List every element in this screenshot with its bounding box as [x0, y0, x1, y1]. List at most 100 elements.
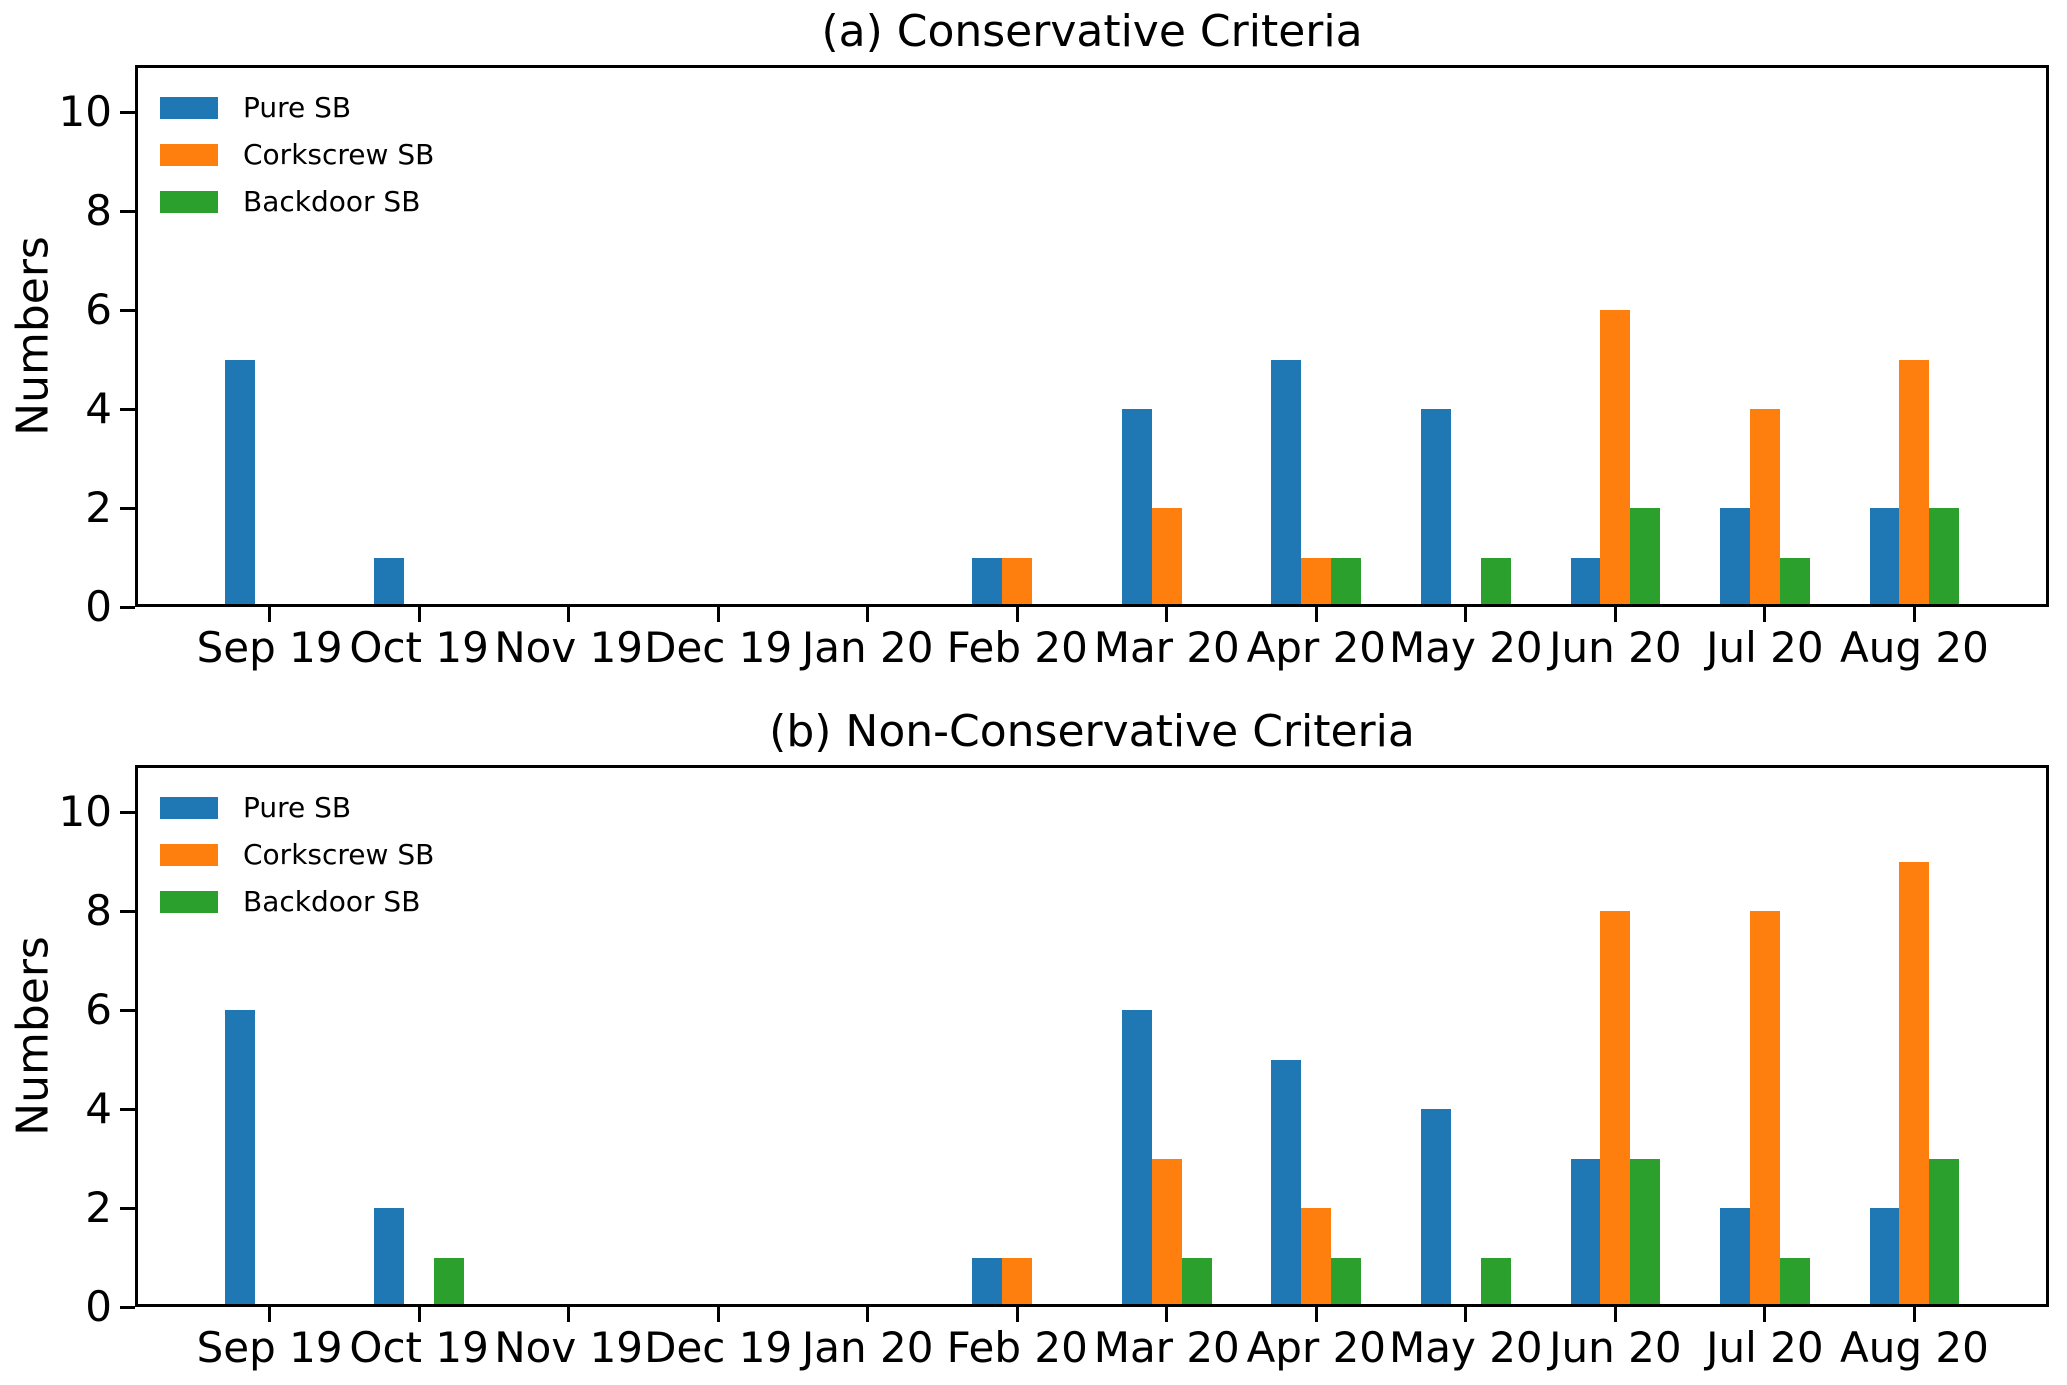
x-tick-mark: [1613, 1307, 1617, 1322]
y-tick-mark: [120, 1107, 135, 1111]
y-tick-label: 8: [85, 886, 112, 936]
bar-backdoor-sb-aug-20: [1929, 508, 1960, 607]
bar-backdoor-sb-aug-20: [1929, 1158, 1960, 1307]
x-tick-mark: [1314, 1307, 1318, 1322]
legend-swatch-pure-sb: [160, 797, 218, 819]
x-tick-label: Feb 20: [946, 623, 1088, 672]
x-tick-mark: [1763, 1307, 1767, 1322]
y-tick-mark: [120, 810, 135, 814]
bar-backdoor-sb-apr-20: [1331, 557, 1362, 607]
bar-backdoor-sb-apr-20: [1331, 1257, 1362, 1307]
legend-label: Backdoor SB: [243, 185, 421, 218]
bar-corkscrew-sb-apr-20: [1301, 1208, 1332, 1307]
y-tick-label: 4: [85, 1084, 112, 1133]
bar-backdoor-sb-may-20: [1480, 557, 1511, 607]
x-tick-label: May 20: [1389, 623, 1543, 672]
bar-pure-sb-aug-20: [1869, 1208, 1900, 1307]
x-tick-label: Mar 20: [1093, 1323, 1240, 1372]
x-tick-label: Jan 20: [801, 1323, 934, 1372]
bar-corkscrew-sb-mar-20: [1151, 508, 1182, 607]
x-tick-mark: [716, 607, 720, 622]
x-tick-label: Jul 20: [1706, 1323, 1824, 1372]
y-tick-mark: [120, 1206, 135, 1210]
bar-pure-sb-aug-20: [1869, 508, 1900, 607]
legend-label: Backdoor SB: [243, 885, 421, 918]
x-tick-label: Nov 19: [494, 623, 644, 672]
x-tick-label: Nov 19: [494, 1323, 644, 1372]
bar-backdoor-sb-jul-20: [1779, 1257, 1810, 1307]
x-tick-mark: [1314, 607, 1318, 622]
y-tick-label: 2: [85, 1183, 112, 1232]
bar-backdoor-sb-may-20: [1480, 1257, 1511, 1307]
x-tick-mark: [1464, 607, 1468, 622]
bar-pure-sb-sep-19: [224, 359, 255, 607]
bar-backdoor-sb-jul-20: [1779, 557, 1810, 607]
x-tick-mark: [268, 1307, 272, 1322]
x-tick-mark: [866, 607, 870, 622]
x-tick-mark: [567, 1307, 571, 1322]
x-tick-label: Dec 19: [644, 623, 793, 672]
bar-pure-sb-mar-20: [1121, 1010, 1152, 1307]
x-tick-mark: [1763, 607, 1767, 622]
y-tick-label: 10: [58, 87, 112, 137]
x-tick-label: Aug 20: [1840, 623, 1989, 672]
x-tick-label: Jan 20: [801, 623, 934, 672]
legend-swatch-backdoor-sb: [160, 191, 218, 213]
legend-label: Corkscrew SB: [243, 138, 435, 171]
bar-pure-sb-may-20: [1420, 1109, 1451, 1307]
y-tick-mark: [120, 110, 135, 114]
x-tick-mark: [1015, 1307, 1019, 1322]
legend-swatch-backdoor-sb: [160, 891, 218, 913]
legend-label: Pure SB: [243, 91, 352, 124]
x-tick-mark: [1015, 607, 1019, 622]
y-tick-label: 10: [58, 787, 112, 837]
y-tick-label: 0: [85, 582, 112, 631]
chart-b-title: (b) Non-Conservative Criteria: [769, 706, 1415, 757]
x-tick-label: Aug 20: [1840, 1323, 1989, 1372]
bar-backdoor-sb-jun-20: [1630, 508, 1661, 607]
bar-corkscrew-sb-aug-20: [1899, 359, 1930, 607]
bar-pure-sb-feb-20: [972, 557, 1003, 607]
x-tick-mark: [716, 1307, 720, 1322]
x-tick-label: Mar 20: [1093, 623, 1240, 672]
bar-pure-sb-jul-20: [1720, 508, 1750, 607]
bar-corkscrew-sb-jul-20: [1749, 911, 1780, 1307]
x-tick-mark: [1165, 1307, 1169, 1322]
bar-pure-sb-jul-20: [1720, 1208, 1750, 1307]
x-tick-label: Apr 20: [1246, 623, 1387, 672]
x-tick-label: Oct 19: [349, 623, 489, 672]
bar-corkscrew-sb-jul-20: [1749, 409, 1780, 607]
bar-backdoor-sb-oct-19: [434, 1257, 464, 1307]
bar-corkscrew-sb-feb-20: [1002, 1257, 1033, 1307]
x-tick-mark: [417, 607, 421, 622]
bar-backdoor-sb-jun-20: [1630, 1158, 1661, 1307]
y-tick-label: 4: [85, 384, 112, 433]
bar-backdoor-sb-mar-20: [1181, 1257, 1212, 1307]
x-tick-label: May 20: [1389, 1323, 1543, 1372]
x-tick-mark: [1464, 1307, 1468, 1322]
x-tick-label: Jun 20: [1549, 623, 1682, 672]
x-tick-mark: [417, 1307, 421, 1322]
bar-pure-sb-jun-20: [1570, 557, 1601, 607]
x-tick-label: Dec 19: [644, 1323, 793, 1372]
x-tick-mark: [866, 1307, 870, 1322]
bar-corkscrew-sb-jun-20: [1600, 911, 1631, 1307]
bar-pure-sb-jun-20: [1570, 1158, 1601, 1307]
x-tick-label: Apr 20: [1246, 1323, 1387, 1372]
bar-pure-sb-sep-19: [224, 1010, 255, 1307]
bar-pure-sb-apr-20: [1271, 359, 1302, 607]
y-tick-mark: [120, 1008, 135, 1012]
y-tick-mark: [120, 209, 135, 213]
bar-pure-sb-mar-20: [1121, 409, 1152, 607]
x-tick-label: Feb 20: [946, 1323, 1088, 1372]
bar-corkscrew-sb-jun-20: [1600, 310, 1631, 607]
legend-label: Corkscrew SB: [243, 838, 435, 871]
x-tick-label: Jun 20: [1549, 1323, 1682, 1372]
x-tick-label: Oct 19: [349, 1323, 489, 1372]
bar-pure-sb-oct-19: [374, 1208, 405, 1307]
x-tick-mark: [1165, 607, 1169, 622]
y-tick-label: 6: [85, 285, 112, 334]
x-tick-mark: [1912, 607, 1916, 622]
bar-corkscrew-sb-aug-20: [1899, 861, 1930, 1307]
